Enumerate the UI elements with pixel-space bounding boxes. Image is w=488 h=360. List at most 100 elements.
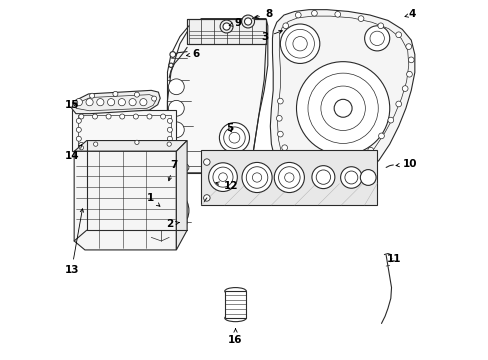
Circle shape <box>220 20 233 33</box>
Circle shape <box>228 132 239 143</box>
Circle shape <box>133 114 138 119</box>
Circle shape <box>246 167 267 188</box>
Circle shape <box>182 164 188 171</box>
Bar <box>187 19 265 44</box>
Bar <box>201 149 376 205</box>
Circle shape <box>147 114 152 119</box>
Text: 15: 15 <box>64 100 79 110</box>
Bar <box>78 116 171 146</box>
Text: 10: 10 <box>395 159 417 169</box>
Circle shape <box>92 142 97 147</box>
Circle shape <box>287 155 293 161</box>
Circle shape <box>157 201 177 221</box>
Text: 3: 3 <box>261 30 282 42</box>
Polygon shape <box>187 19 265 44</box>
Circle shape <box>120 114 124 119</box>
Circle shape <box>252 173 261 182</box>
Circle shape <box>316 171 322 176</box>
Circle shape <box>203 195 210 201</box>
Text: 1: 1 <box>146 193 160 206</box>
Text: 16: 16 <box>228 329 242 345</box>
Circle shape <box>296 163 301 168</box>
Circle shape <box>407 57 413 63</box>
Text: 7: 7 <box>168 160 177 181</box>
Text: 4: 4 <box>404 9 415 19</box>
Circle shape <box>92 114 97 119</box>
Circle shape <box>107 99 115 106</box>
Circle shape <box>329 170 335 176</box>
Circle shape <box>212 167 233 187</box>
Circle shape <box>387 117 393 123</box>
Circle shape <box>355 158 361 164</box>
Text: 11: 11 <box>386 254 400 264</box>
Text: 6: 6 <box>186 49 199 59</box>
Circle shape <box>167 142 171 146</box>
Circle shape <box>134 92 139 97</box>
Circle shape <box>167 118 172 123</box>
Text: 13: 13 <box>64 209 83 275</box>
Circle shape <box>296 62 389 155</box>
Circle shape <box>79 114 83 119</box>
Circle shape <box>223 127 244 148</box>
Circle shape <box>113 91 118 96</box>
Polygon shape <box>176 140 187 250</box>
Circle shape <box>151 96 156 101</box>
Circle shape <box>168 143 184 159</box>
Circle shape <box>93 142 98 146</box>
Circle shape <box>168 79 184 95</box>
Circle shape <box>160 114 165 119</box>
Circle shape <box>244 18 251 25</box>
Ellipse shape <box>224 315 246 321</box>
Circle shape <box>395 32 401 38</box>
Circle shape <box>79 145 83 150</box>
Circle shape <box>208 163 237 192</box>
Circle shape <box>180 219 187 226</box>
Polygon shape <box>167 19 267 173</box>
Polygon shape <box>270 10 414 188</box>
Circle shape <box>369 31 384 45</box>
Circle shape <box>75 99 82 106</box>
Circle shape <box>76 118 81 123</box>
Circle shape <box>118 99 125 106</box>
Circle shape <box>277 131 283 137</box>
Circle shape <box>292 37 306 51</box>
Circle shape <box>276 116 282 121</box>
Circle shape <box>340 167 362 188</box>
Circle shape <box>242 162 271 193</box>
Circle shape <box>218 173 227 181</box>
Circle shape <box>163 206 171 215</box>
Bar <box>72 110 176 151</box>
Circle shape <box>223 23 230 30</box>
Circle shape <box>135 140 139 144</box>
Text: 9: 9 <box>228 18 242 28</box>
Circle shape <box>295 12 301 18</box>
Circle shape <box>360 170 375 185</box>
Circle shape <box>79 142 83 147</box>
Circle shape <box>106 114 111 119</box>
Circle shape <box>377 23 383 29</box>
Circle shape <box>145 189 188 232</box>
Circle shape <box>378 133 384 139</box>
Circle shape <box>89 93 94 98</box>
Circle shape <box>168 63 173 67</box>
Circle shape <box>169 51 175 57</box>
Circle shape <box>307 73 378 143</box>
Circle shape <box>274 162 304 193</box>
Circle shape <box>219 123 249 153</box>
Circle shape <box>203 159 210 165</box>
Circle shape <box>342 166 348 171</box>
Circle shape <box>281 145 287 150</box>
Circle shape <box>402 86 407 91</box>
Circle shape <box>140 99 147 106</box>
Circle shape <box>120 142 124 147</box>
Circle shape <box>311 10 317 16</box>
Bar <box>224 291 246 318</box>
Circle shape <box>241 15 254 28</box>
Circle shape <box>333 99 351 117</box>
Text: 5: 5 <box>225 123 233 133</box>
Circle shape <box>167 127 172 132</box>
Circle shape <box>316 170 330 184</box>
Circle shape <box>364 26 389 51</box>
Circle shape <box>76 127 81 132</box>
Text: 14: 14 <box>64 145 81 161</box>
